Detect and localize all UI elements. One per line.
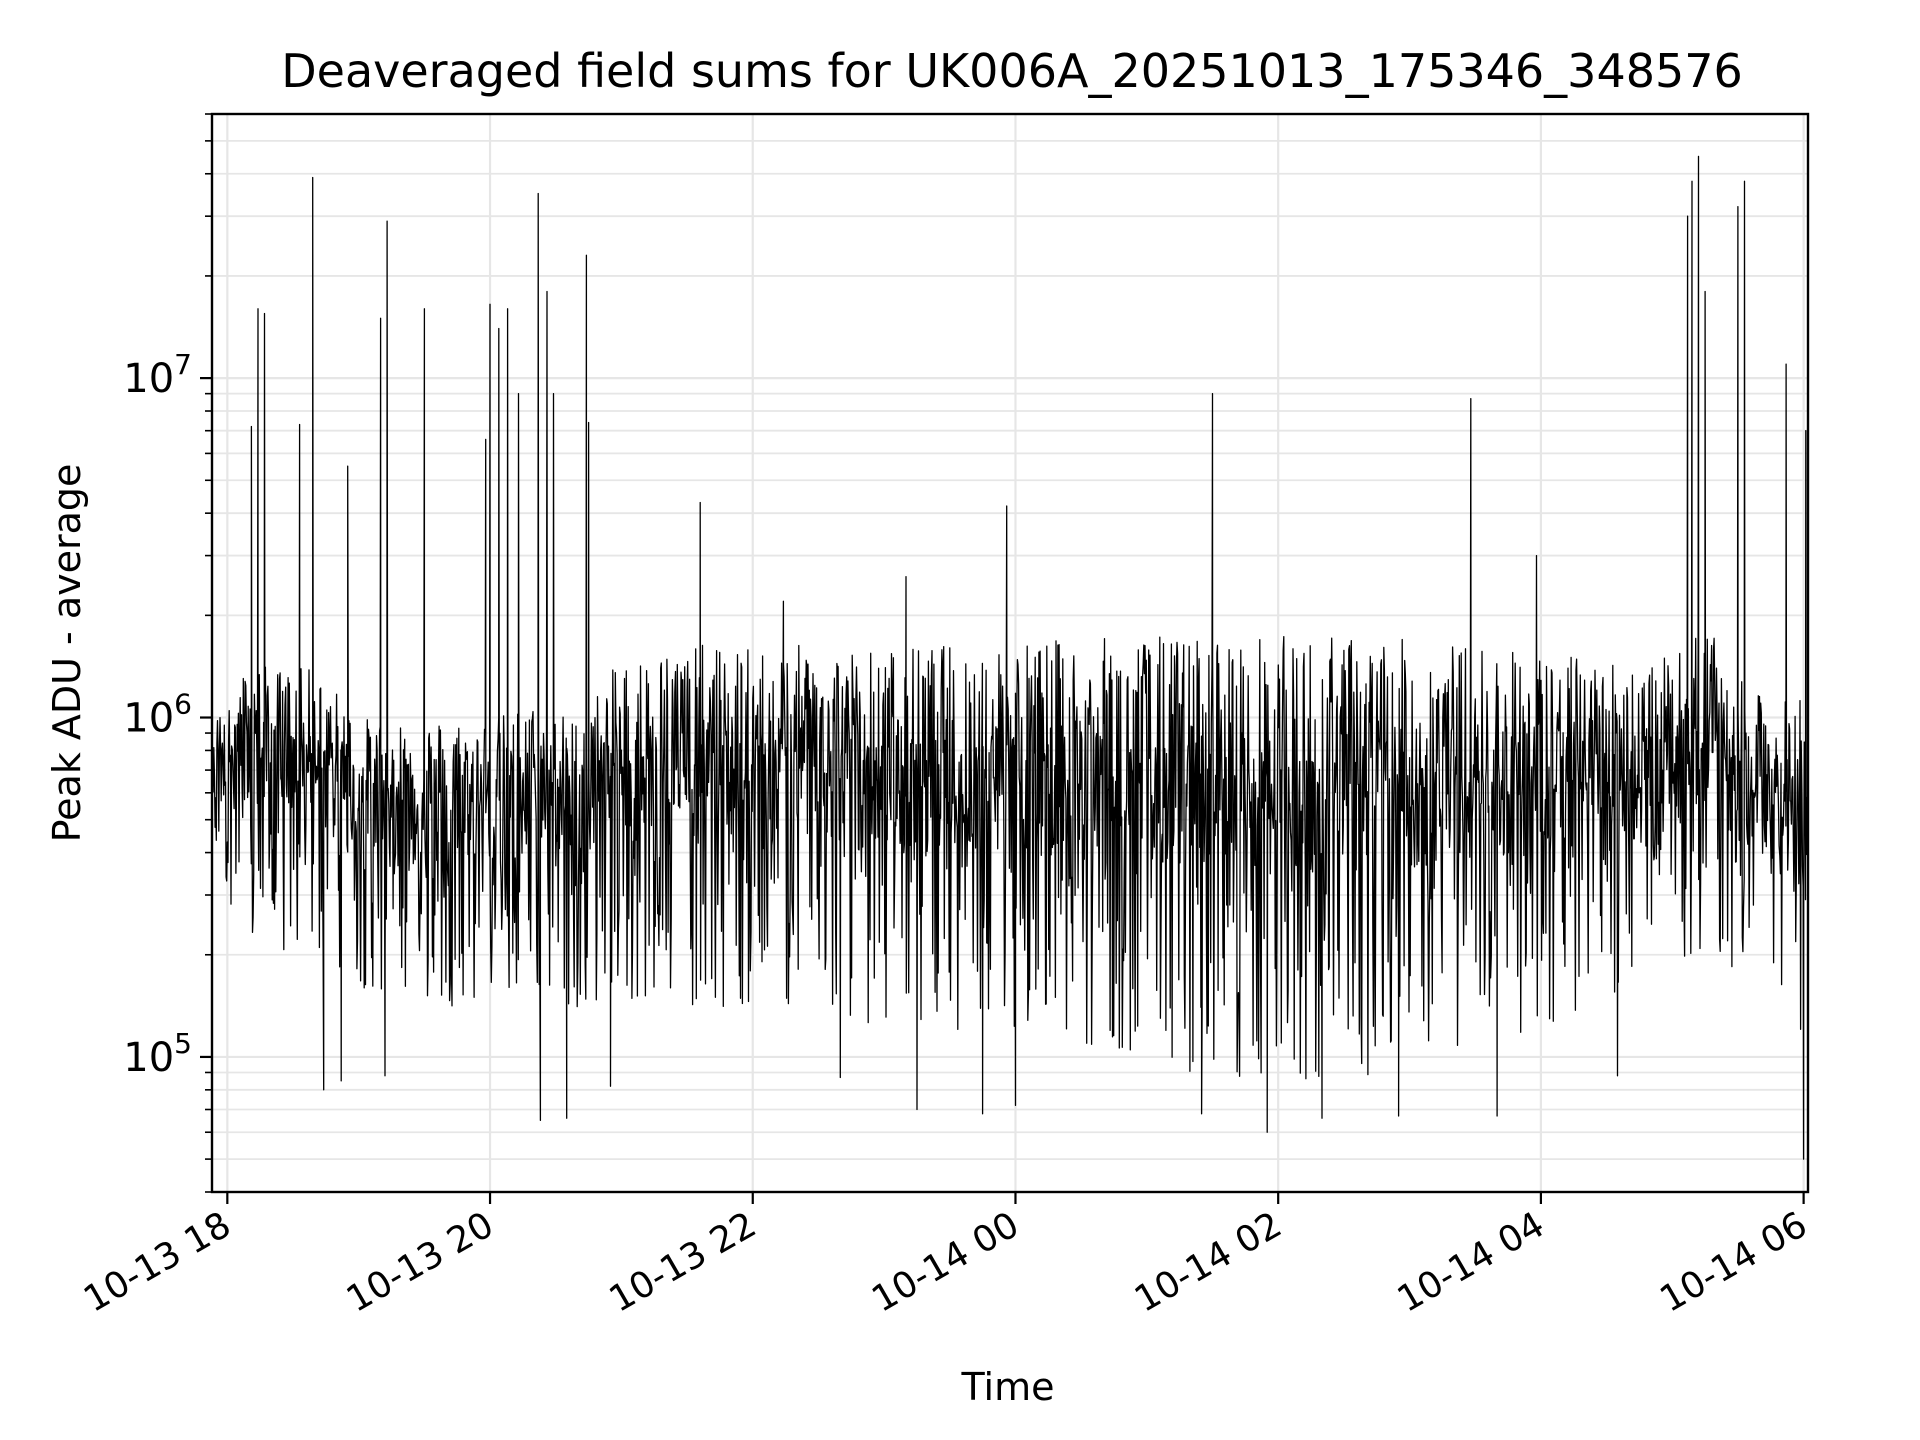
x-axis: 10-13 18 10-13 20 10-13 22 10-14 00 10-14 02… xyxy=(77,1192,1814,1321)
y-axis: 105 106 107 xyxy=(123,113,212,1193)
x-axis-label: Time xyxy=(961,1365,1055,1409)
y-axis-label: Peak ADU - average xyxy=(45,464,89,843)
series-line xyxy=(211,155,1809,1160)
x-tick-label: 10-14 06 xyxy=(1653,1204,1814,1320)
series-path xyxy=(211,155,1809,1160)
y-tick-label: 106 xyxy=(123,688,192,742)
x-tick-label: 10-13 20 xyxy=(340,1204,501,1320)
chart-title: Deaveraged field sums for UK006A_2025101… xyxy=(281,44,1743,98)
x-tick-label: 10-14 00 xyxy=(865,1204,1026,1320)
x-tick-label: 10-13 22 xyxy=(603,1204,764,1320)
y-tick-label: 107 xyxy=(123,348,192,402)
x-tick-label: 10-13 18 xyxy=(77,1204,238,1320)
x-tick-label: 10-14 02 xyxy=(1128,1204,1289,1320)
x-tick-label: 10-14 04 xyxy=(1391,1204,1552,1320)
grid xyxy=(212,113,1808,1193)
y-tick-label: 105 xyxy=(123,1027,192,1081)
plot-frame xyxy=(210,112,1810,1194)
